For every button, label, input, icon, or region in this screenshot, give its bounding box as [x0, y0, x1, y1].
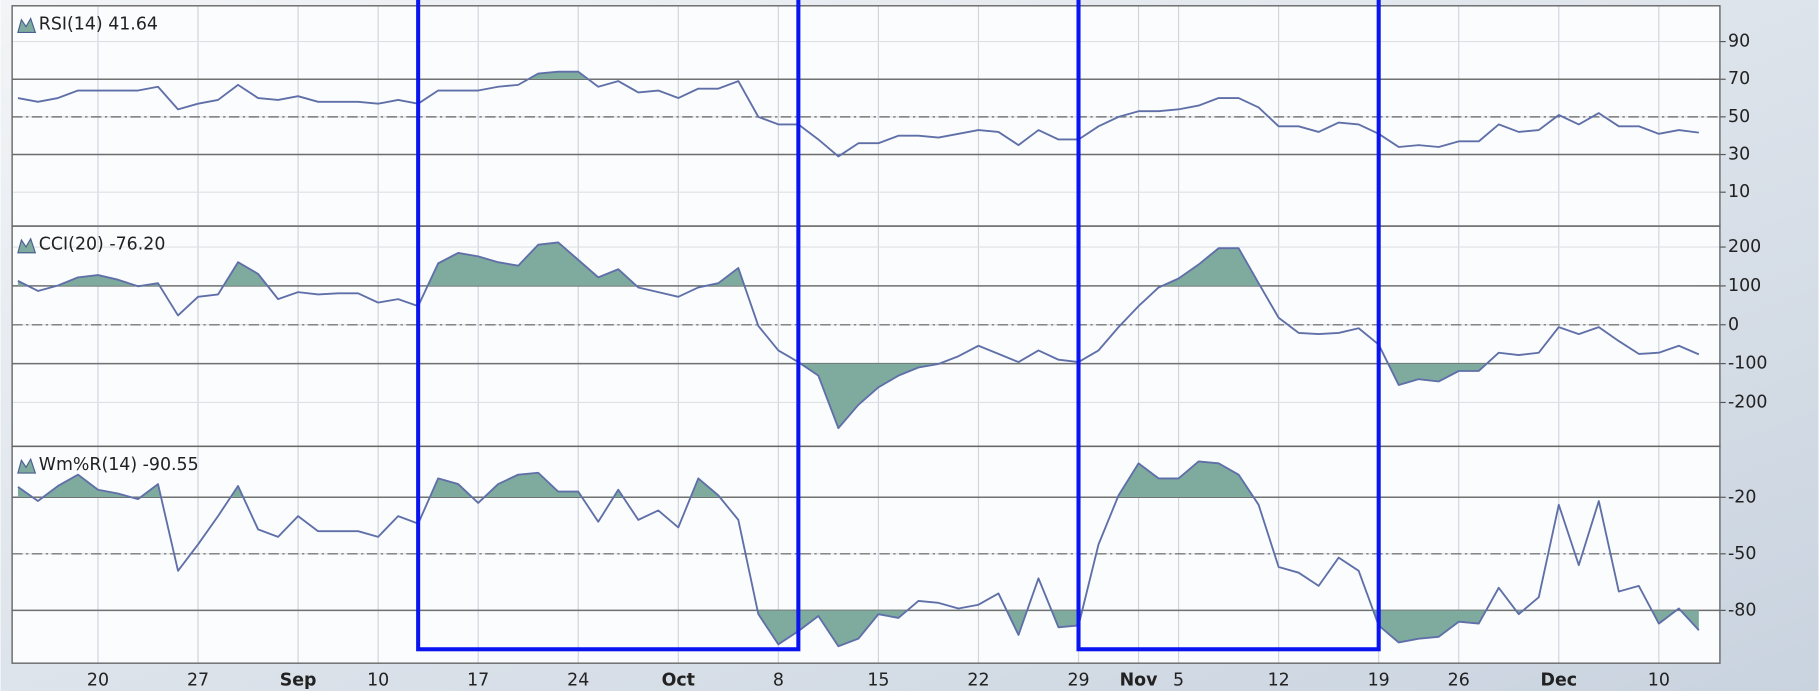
- x-tick-label: 27: [187, 671, 209, 691]
- panel-title: CCI(20) -76.20: [39, 235, 166, 255]
- x-tick-label: 29: [1067, 671, 1089, 691]
- x-tick-label: 26: [1448, 671, 1470, 691]
- x-tick-label: 19: [1368, 671, 1390, 691]
- y-tick-label: -50: [1728, 544, 1756, 564]
- panel-icon: [17, 237, 37, 254]
- plot-area: [12, 5, 1720, 664]
- x-tick-label: 10: [1648, 671, 1670, 691]
- y-tick-label: 30: [1728, 145, 1750, 165]
- y-tick-label: 100: [1728, 276, 1761, 296]
- y-tick-label: 50: [1728, 107, 1750, 127]
- x-tick-label: 17: [467, 671, 489, 691]
- panel-icon: [17, 17, 37, 34]
- indicator-line: [17, 70, 1699, 158]
- x-tick-label: 12: [1268, 671, 1290, 691]
- y-tick-label: -100: [1728, 354, 1767, 374]
- y-tick-label: 0: [1728, 315, 1739, 335]
- y-tick-label: -200: [1728, 392, 1767, 412]
- oversold-fill: [17, 363, 1699, 429]
- x-tick-label: Nov: [1120, 671, 1158, 691]
- y-tick-label: 200: [1728, 237, 1761, 257]
- y-tick-label: 90: [1728, 32, 1750, 52]
- overbought-fill: [17, 461, 1254, 498]
- x-tick-label: 22: [967, 671, 989, 691]
- x-tick-label: 5: [1173, 671, 1184, 691]
- y-tick-label: 10: [1728, 182, 1750, 202]
- x-tick-label: Dec: [1541, 671, 1578, 691]
- panel-icon: [17, 457, 37, 474]
- highlight-box: [1076, 0, 1381, 652]
- indicator-line: [17, 241, 1700, 430]
- x-tick-label: 15: [867, 671, 889, 691]
- x-tick-label: 20: [87, 671, 109, 691]
- x-tick-label: 8: [773, 671, 784, 691]
- highlight-box: [416, 0, 801, 652]
- y-tick-label: -20: [1728, 487, 1756, 507]
- x-tick-label: 10: [367, 671, 389, 691]
- overbought-fill: [17, 242, 1699, 286]
- x-tick-label: 24: [567, 671, 589, 691]
- y-tick-label: 70: [1728, 69, 1750, 89]
- panel-title: Wm%R(14) -90.55: [39, 455, 199, 475]
- x-tick-label: Sep: [280, 671, 317, 691]
- x-tick-label: Oct: [662, 671, 695, 691]
- y-tick-label: -80: [1728, 600, 1756, 620]
- oversold-fill: [17, 610, 1699, 647]
- panel-frame: [11, 445, 1721, 664]
- indicator-line: [17, 460, 1700, 648]
- panel-title: RSI(14) 41.64: [39, 14, 158, 34]
